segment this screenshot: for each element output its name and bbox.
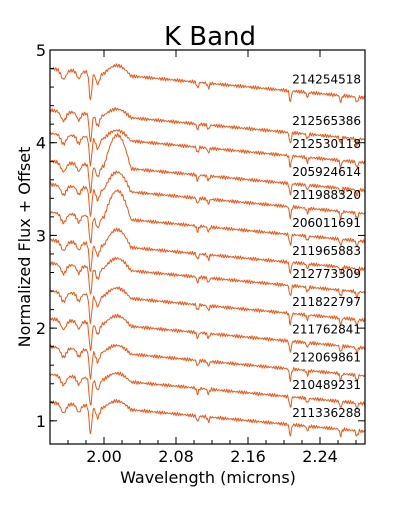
spectrum-line-210489231 [49,371,366,410]
star-label-212069861: 212069861 [292,350,361,364]
star-label-210489231: 210489231 [292,378,361,392]
star-label-211965883: 211965883 [292,244,361,258]
y-tick-label: 4 [36,134,46,153]
star-label-212530118: 212530118 [292,137,361,151]
star-label-211988320: 211988320 [292,188,361,202]
spectrum-line-212530118 [49,128,366,168]
star-label-211762841: 211762841 [292,323,361,337]
spectrum-line-211988320 [49,170,366,220]
star-label-212773309: 212773309 [292,267,361,281]
plot-frame [49,49,366,445]
spectrum-line-212565386 [49,107,366,147]
star-label-214254518: 214254518 [292,72,361,86]
x-tick-label: 2.16 [230,447,266,466]
y-tick-label: 5 [36,41,46,60]
spectrum-line-211965883 [49,227,366,275]
spectra-group [49,63,366,438]
y-axis: 1 2 3 4 5 [36,41,365,431]
star-label-205924614: 205924614 [292,165,361,179]
x-axis-label: Wavelength (microns) [120,468,296,487]
spectrum-line-211822797 [49,286,366,326]
x-axis: 2.00 2.08 2.16 2.24 [67,50,357,466]
x-tick-label: 2.24 [302,447,338,466]
star-label-206011691: 206011691 [292,216,361,230]
y-axis-label: Normalized Flux + Offset [15,147,34,348]
y-tick-label: 3 [36,226,46,245]
y-tick-label: 1 [36,412,46,431]
star-label-211822797: 211822797 [292,295,361,309]
spectrum-line-214254518 [49,63,366,103]
y-tick-label: 2 [36,319,46,338]
spectrum-line-212069861 [49,344,366,382]
spectrum-line-211336288 [49,398,366,438]
x-tick-label: 2.00 [86,447,122,466]
star-labels-group: 214254518 212565386 212530118 205924614 2119… [292,72,361,420]
star-label-212565386: 212565386 [292,114,361,128]
chart-title: K Band [164,22,256,52]
x-tick-label: 2.08 [158,447,194,466]
spectrum-line-212773309 [49,256,366,300]
spectrum-line-205924614 [49,132,366,197]
spectrum-line-211762841 [49,313,366,355]
star-label-211336288: 211336288 [292,406,361,420]
spectrum-line-206011691 [49,189,366,248]
